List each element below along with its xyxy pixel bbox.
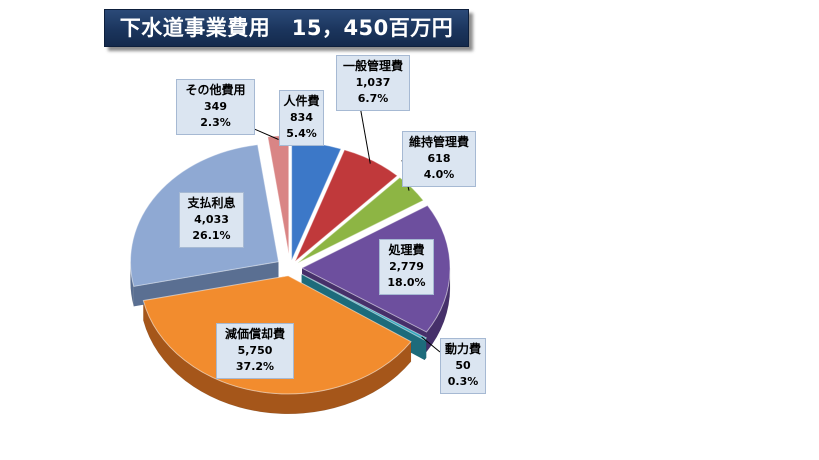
slice-label-percent: 26.1%: [192, 229, 231, 242]
slice-label-value: 618: [427, 152, 451, 165]
slice-label-value: 2,779: [389, 260, 424, 273]
slice-label-name: 減価償却費: [224, 327, 285, 341]
pie-slice-highlight: [291, 142, 341, 261]
pie-slice-highlight: [301, 205, 450, 332]
slice-label-shorihi: 処理費 2,779 18.0%: [379, 239, 434, 295]
slice-label-name: 一般管理費: [342, 59, 403, 73]
pie-slice-highlight: [301, 274, 427, 340]
slice-label-value: 1,037: [355, 76, 391, 89]
slice-label-value: 4,033: [194, 213, 229, 226]
slice-label-iji-kanrihi: 維持管理費 618 4.0%: [402, 131, 476, 187]
slice-label-percent: 37.2%: [235, 360, 275, 373]
slice-label-name: その他費用: [185, 83, 246, 97]
chart-title: 下水道事業費用 15，450百万円: [104, 9, 469, 47]
slice-label-value: 349: [204, 100, 227, 113]
slice-label-percent: 4.0%: [423, 168, 455, 181]
pie-slice-highlight: [297, 177, 424, 263]
slice-label-douryokuhi: 動力費 50 0.3%: [440, 338, 486, 394]
slice-label-percent: 0.3%: [447, 375, 479, 388]
slice-label-percent: 18.0%: [387, 276, 426, 289]
slice-label-name: 動力費: [444, 342, 481, 356]
slice-label-value: 834: [290, 111, 313, 124]
slice-label-percent: 6.7%: [357, 92, 389, 105]
slice-label-value: 5,750: [237, 344, 273, 357]
slice-label-name: 人件費: [283, 94, 320, 108]
slice-label-sonota-hiyou: その他費用 349 2.3%: [176, 79, 255, 135]
pie-slice-highlight: [267, 135, 289, 254]
slice-label-value: 50: [455, 359, 471, 372]
leader-line: [251, 127, 279, 140]
slice-label-shiharai-risoku: 支払利息 4,033 26.1%: [179, 192, 244, 248]
slice-label-percent: 5.4%: [286, 127, 317, 140]
pie-slice-wall: [133, 261, 279, 307]
slice-label-name: 処理費: [388, 243, 425, 257]
leader-line: [421, 336, 441, 353]
leader-line: [359, 105, 371, 164]
slice-label-percent: 2.3%: [200, 116, 231, 129]
slice-label-ippan-kanrihi: 一般管理費 1,037 6.7%: [336, 55, 410, 111]
pie-slice-highlight: [295, 149, 398, 262]
slice-label-jinkenhi: 人件費 834 5.4%: [279, 90, 324, 146]
slice-label-name: 維持管理費: [408, 135, 469, 149]
slice-label-name: 支払利息: [187, 196, 236, 210]
slice-label-genka-shoukyakuhi: 減価償却費 5,750 37.2%: [216, 323, 294, 379]
